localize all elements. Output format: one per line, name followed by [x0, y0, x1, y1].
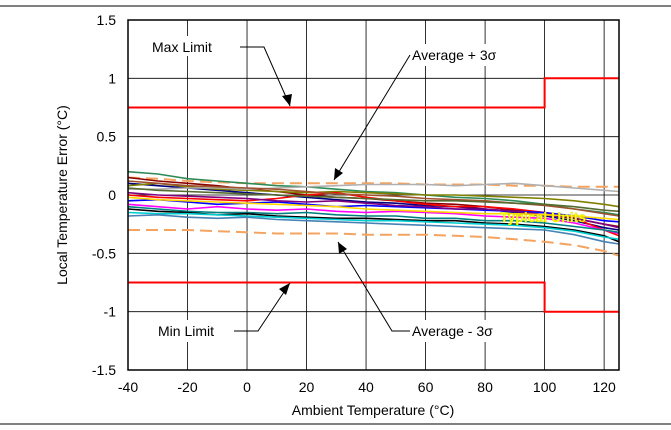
x-tick-label: -20 [177, 379, 197, 395]
max-limit-arrowhead [282, 94, 292, 106]
min-limit-label: Min Limit [158, 323, 214, 339]
max-limit-label: Max Limit [152, 39, 212, 55]
typical-units-label: Typical Units [500, 209, 586, 225]
x-tick-label: 40 [358, 379, 374, 395]
x-tick-label: 120 [592, 379, 616, 395]
x-tick-labels: -40 -20 0 20 40 60 80 100 120 [118, 379, 616, 395]
x-tick-label: 60 [418, 379, 434, 395]
x-tick-label: -40 [118, 379, 138, 395]
x-tick-label: 20 [299, 379, 315, 395]
y-tick-label: 0 [108, 187, 116, 203]
limit-lines [128, 77, 619, 313]
limit-line [128, 281, 619, 313]
avg-minus-leader [337, 241, 410, 332]
y-tick-labels: 1.5 1 0.5 0 -0.5 -1 -1.5 [92, 12, 116, 378]
unit-series-line [127, 187, 620, 213]
avg-minus-3sigma-label: Average - 3σ [412, 323, 493, 339]
avg-minus-label-bg [410, 320, 532, 342]
x-tick-label: 80 [477, 379, 493, 395]
sigma-bound-line [128, 229, 620, 257]
unit-series-line [127, 196, 620, 221]
plot-frame [127, 19, 620, 371]
avg-plus-leader [333, 54, 411, 181]
unit-series-line [127, 213, 620, 245]
y-tick-label: 1 [108, 70, 116, 86]
x-tick-label: 0 [243, 379, 251, 395]
min-limit-arrowhead [279, 283, 290, 295]
unit-series-line [127, 198, 620, 223]
min-limit-label-bg [152, 320, 234, 342]
avg-minus-arrowhead [338, 242, 347, 254]
annotations: Max Limit Average + 3σ Average - 3σ Min … [148, 36, 586, 342]
y-axis-label: Local Temperature Error (°C) [54, 105, 70, 285]
unit-series-line [127, 182, 620, 231]
y-tick-label: -0.5 [92, 245, 116, 261]
unit-series-line [128, 182, 620, 193]
y-tick-label: 0.5 [97, 129, 117, 145]
limit-line [128, 77, 619, 109]
x-axis-label: Ambient Temperature (°C) [292, 402, 455, 418]
y-tick-label: -1 [104, 304, 117, 320]
y-tick-label: -1.5 [92, 362, 116, 378]
unit-series-lines [127, 170, 620, 245]
avg-plus-arrowhead [334, 168, 343, 180]
y-tick-label: 1.5 [97, 12, 117, 28]
avg-plus-label-bg [410, 44, 532, 66]
unit-series-line [127, 205, 620, 234]
avg-plus-3sigma-label: Average + 3σ [412, 47, 497, 63]
unit-series-line [127, 203, 620, 235]
max-limit-label-bg [148, 36, 240, 56]
unit-series-line [127, 211, 620, 241]
x-tick-label: 100 [533, 379, 557, 395]
max-limit-leader [240, 46, 291, 107]
min-limit-leader [234, 282, 291, 332]
unit-series-line [127, 180, 620, 217]
